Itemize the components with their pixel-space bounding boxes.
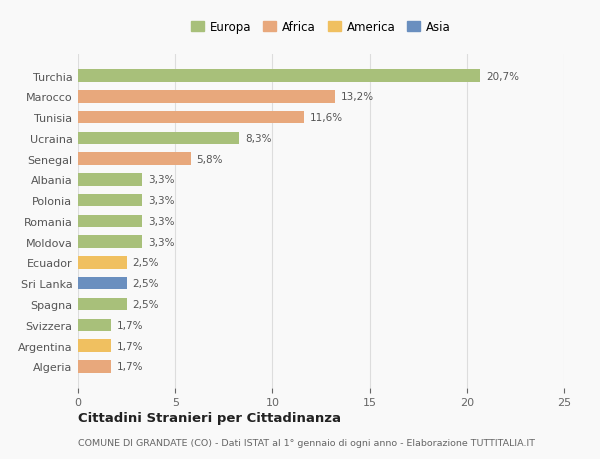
Bar xyxy=(78,174,142,186)
Bar xyxy=(78,91,335,103)
Text: 1,7%: 1,7% xyxy=(117,320,143,330)
Bar xyxy=(78,298,127,311)
Text: COMUNE DI GRANDATE (CO) - Dati ISTAT al 1° gennaio di ogni anno - Elaborazione T: COMUNE DI GRANDATE (CO) - Dati ISTAT al … xyxy=(78,438,535,448)
Legend: Europa, Africa, America, Asia: Europa, Africa, America, Asia xyxy=(191,21,451,34)
Text: 2,5%: 2,5% xyxy=(133,279,159,289)
Text: 1,7%: 1,7% xyxy=(117,341,143,351)
Bar xyxy=(78,257,127,269)
Bar xyxy=(78,319,111,331)
Text: 2,5%: 2,5% xyxy=(133,258,159,268)
Bar xyxy=(78,360,111,373)
Bar xyxy=(78,215,142,228)
Text: 20,7%: 20,7% xyxy=(486,72,519,81)
Text: 3,3%: 3,3% xyxy=(148,175,175,185)
Text: 1,7%: 1,7% xyxy=(117,362,143,371)
Text: 11,6%: 11,6% xyxy=(310,113,343,123)
Bar xyxy=(78,236,142,248)
Bar xyxy=(78,112,304,124)
Bar xyxy=(78,132,239,145)
Bar xyxy=(78,340,111,352)
Text: 8,3%: 8,3% xyxy=(245,134,272,144)
Text: 3,3%: 3,3% xyxy=(148,237,175,247)
Text: 5,8%: 5,8% xyxy=(197,154,223,164)
Text: 3,3%: 3,3% xyxy=(148,196,175,206)
Bar xyxy=(78,70,481,83)
Text: 13,2%: 13,2% xyxy=(340,92,374,102)
Text: Cittadini Stranieri per Cittadinanza: Cittadini Stranieri per Cittadinanza xyxy=(78,412,341,425)
Bar xyxy=(78,153,191,166)
Text: 2,5%: 2,5% xyxy=(133,299,159,309)
Text: 3,3%: 3,3% xyxy=(148,217,175,226)
Bar xyxy=(78,277,127,290)
Bar xyxy=(78,195,142,207)
